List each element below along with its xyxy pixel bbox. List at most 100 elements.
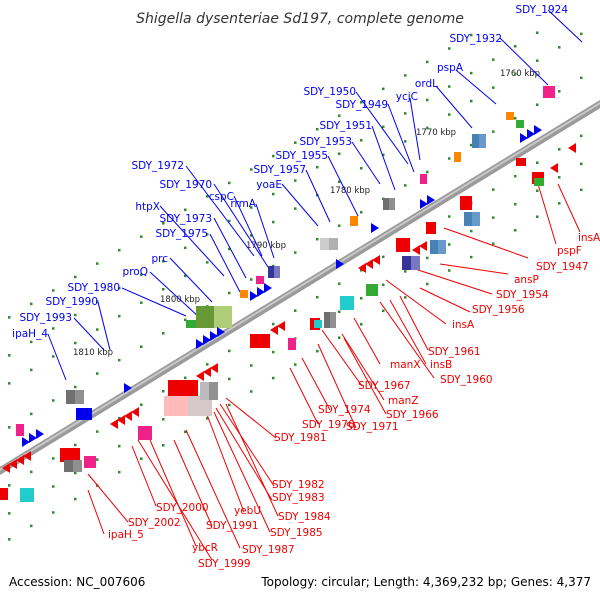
scale-dot <box>8 382 11 385</box>
gene-label-sdy1953[interactable]: SDY_1953 <box>299 136 352 148</box>
gene-label-sdy1966[interactable]: SDY_1966 <box>386 409 439 421</box>
gene-label-sdy1993[interactable]: SDY_1993 <box>19 312 72 324</box>
scale-dot <box>184 246 187 250</box>
gene-label-sdy1983[interactable]: SDY_1983 <box>272 492 325 504</box>
gene-label-sdy1981[interactable]: SDY_1981 <box>274 432 327 444</box>
kbp-marker-1780: 1780 kbp <box>330 186 370 196</box>
gene-label-pspa[interactable]: pspA <box>437 62 464 74</box>
scale-dot <box>426 256 429 260</box>
gene-block <box>20 488 34 502</box>
gene-label-sdy1984[interactable]: SDY_1984 <box>278 511 331 523</box>
scale-dot <box>580 188 583 192</box>
gene-label-insa-1[interactable]: insA <box>578 232 600 244</box>
scale-dot <box>228 219 231 223</box>
gene-label-ycjc[interactable]: ycjC <box>396 91 418 103</box>
gene-label-ipah5[interactable]: ipaH_5 <box>108 529 144 541</box>
forward-arrow <box>217 327 225 337</box>
gene-label-insa-2[interactable]: insA <box>452 319 475 331</box>
gene-label-sdy1987[interactable]: SDY_1987 <box>242 544 295 556</box>
gene-features <box>0 86 576 502</box>
reverse-arrow <box>196 371 204 381</box>
gene-label-sdy1957[interactable]: SDY_1957 <box>253 164 306 176</box>
scale-dot <box>140 273 143 276</box>
gene-label-sdy1932[interactable]: SDY_1932 <box>449 33 502 45</box>
gene-label-sdy1950[interactable]: SDY_1950 <box>303 86 356 98</box>
gene-label-ybcr[interactable]: ybcR <box>192 542 218 554</box>
gene-block-body <box>256 276 264 284</box>
gene-label-insb[interactable]: insB <box>430 359 452 371</box>
gene-label-sdy1973[interactable]: SDY_1973 <box>159 213 212 225</box>
gene-label-sdy1971[interactable]: SDY_1971 <box>346 421 399 433</box>
gene-label-ansp[interactable]: ansP <box>514 274 539 286</box>
scale-dot <box>118 248 121 252</box>
gene-label-sdy2000[interactable]: SDY_2000 <box>156 502 209 514</box>
reverse-arrow <box>110 419 118 429</box>
scale-dot <box>536 59 539 63</box>
scale-dot <box>96 430 99 433</box>
forward-arrow <box>336 259 344 269</box>
gene-label-sdy1970[interactable]: SDY_1970 <box>159 179 212 191</box>
gene-label-sdy1967[interactable]: SDY_1967 <box>358 380 411 392</box>
gene-label-prc[interactable]: prc <box>151 253 168 265</box>
gene-label-yoae[interactable]: yoaE <box>256 179 282 191</box>
gene-label-yebu[interactable]: yebU <box>234 505 261 517</box>
gene-label-sdy1960[interactable]: SDY_1960 <box>440 374 493 386</box>
gene-block <box>464 212 480 226</box>
scale-dot <box>74 497 77 501</box>
gene-label-ipah4[interactable]: ipaH_4 <box>12 328 48 340</box>
scale-dot <box>448 215 451 218</box>
gene-block <box>288 338 296 350</box>
gene-label-sdy1949[interactable]: SDY_1949 <box>335 99 388 111</box>
reverse-arrow <box>124 411 132 421</box>
gene-label-sdy1991[interactable]: SDY_1991 <box>206 520 259 532</box>
scale-dot <box>206 363 209 366</box>
gene-label-sdy1975[interactable]: SDY_1975 <box>155 228 208 240</box>
gene-block-shade <box>188 396 212 416</box>
gene-label-htpx[interactable]: htpX <box>135 201 160 213</box>
gene-label-sdy1999[interactable]: SDY_1999 <box>198 558 251 570</box>
gene-label-sdy1924[interactable]: SDY_1924 <box>515 4 568 16</box>
gene-block-body <box>426 222 436 234</box>
scale-dot <box>206 417 209 420</box>
scale-dot <box>360 167 363 170</box>
scale-dot <box>8 354 11 357</box>
gene-label-cspc[interactable]: cspC <box>209 191 234 203</box>
scale-dot <box>96 262 99 265</box>
scale-dot <box>558 202 561 205</box>
gene-label-sdy1985[interactable]: SDY_1985 <box>270 527 323 539</box>
gene-label-sdy1947[interactable]: SDY_1947 <box>536 261 589 273</box>
gene-label-sdy1955[interactable]: SDY_1955 <box>275 150 328 162</box>
gene-label-ordl[interactable]: ordL <box>415 78 438 90</box>
gene-block-body <box>288 338 296 350</box>
gene-label-rrma[interactable]: rrmA <box>230 198 256 210</box>
gene-label-sdy1961[interactable]: SDY_1961 <box>428 346 481 358</box>
gene-block-body <box>20 488 34 502</box>
gene-label-sdy1990[interactable]: SDY_1990 <box>45 296 98 308</box>
gene-label-manx[interactable]: manX <box>390 359 421 371</box>
forward-arrow <box>196 339 204 349</box>
scale-dot <box>558 148 561 151</box>
gene-label-manz[interactable]: manZ <box>388 395 419 407</box>
scale-dot <box>404 112 407 115</box>
gene-label-sdy1956[interactable]: SDY_1956 <box>472 304 525 316</box>
scale-dot <box>74 385 77 389</box>
scale-dot <box>448 157 451 160</box>
scale-dot <box>536 31 539 35</box>
gene-label-sdy1951[interactable]: SDY_1951 <box>319 120 372 132</box>
gene-label-pspf[interactable]: pspF <box>557 245 582 257</box>
gene-label-sdy2002[interactable]: SDY_2002 <box>128 517 181 529</box>
scale-dot <box>360 211 363 214</box>
gene-label-sdy1972[interactable]: SDY_1972 <box>131 160 184 172</box>
gene-label-sdy1974[interactable]: SDY_1974 <box>318 404 371 416</box>
gene-label-sdy1976[interactable]: SDY_1976 <box>302 419 355 431</box>
gene-label-proq[interactable]: proQ <box>123 266 148 278</box>
gene-label-sdy1980[interactable]: SDY_1980 <box>67 282 120 294</box>
scale-dot <box>118 470 121 474</box>
scale-dot <box>30 470 33 474</box>
scale-dot <box>294 251 297 254</box>
scale-dot <box>162 418 165 421</box>
scale-dot <box>250 278 253 281</box>
gene-label-sdy1982[interactable]: SDY_1982 <box>272 479 325 491</box>
gene-label-sdy1954[interactable]: SDY_1954 <box>496 289 549 301</box>
forward-arrow <box>22 437 30 447</box>
